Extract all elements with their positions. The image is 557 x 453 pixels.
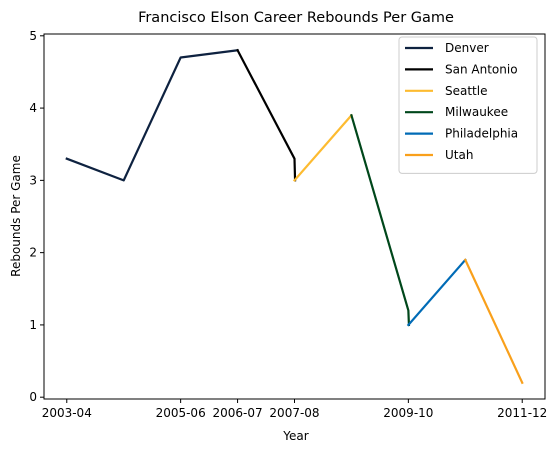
series-line-denver bbox=[65, 49, 239, 182]
chart-title: Francisco Elson Career Rebounds Per Game bbox=[138, 10, 454, 26]
legend-label-seattle: Seattle bbox=[445, 84, 487, 98]
x-tick-label: 2005-06 bbox=[156, 406, 206, 420]
x-tick-label: 2011-12 bbox=[497, 406, 547, 420]
legend-box bbox=[398, 36, 538, 174]
series-line-milwaukee bbox=[350, 113, 411, 327]
legend-label-philadelphia: Philadelphia bbox=[445, 127, 518, 141]
legend-label-san-antonio: San Antonio bbox=[445, 62, 518, 76]
series-line-seattle bbox=[292, 113, 353, 182]
x-tick-label: 2007-08 bbox=[269, 406, 319, 420]
y-tick-label: 2 bbox=[29, 246, 37, 260]
x-axis-label: Year bbox=[282, 429, 308, 443]
legend-label-milwaukee: Milwaukee bbox=[445, 105, 508, 119]
x-tick-label: 2006-07 bbox=[212, 406, 262, 420]
legend-label-utah: Utah bbox=[445, 148, 473, 162]
x-tick-label: 2009-10 bbox=[383, 406, 433, 420]
legend-label-denver: Denver bbox=[445, 41, 489, 55]
y-tick-label: 1 bbox=[29, 318, 37, 332]
plot-area bbox=[43, 33, 546, 400]
y-tick-label: 3 bbox=[29, 173, 37, 187]
y-tick-label: 5 bbox=[29, 29, 37, 43]
x-tick-label: 2003-04 bbox=[42, 406, 92, 420]
series-line-philadelphia bbox=[406, 258, 467, 327]
y-axis-label: Rebounds Per Game bbox=[9, 155, 23, 277]
y-tick-label: 0 bbox=[29, 390, 37, 404]
y-axis: 0 1 2 3 4 5 bbox=[29, 29, 44, 404]
series-line-utah bbox=[463, 258, 524, 385]
series-line-san-antonio bbox=[236, 48, 297, 182]
legend: Denver San Antonio Seattle Milwaukee Philade… bbox=[398, 36, 538, 174]
x-axis: 2003-04 2005-06 2006-07 2007-08 2009-10 2011-… bbox=[42, 399, 547, 420]
y-tick-label: 4 bbox=[29, 101, 37, 115]
